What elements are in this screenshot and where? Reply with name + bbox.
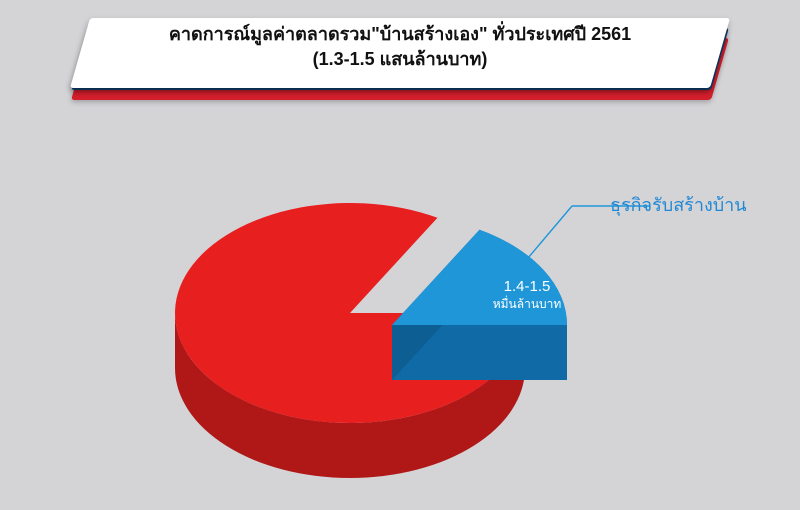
pie-svg bbox=[150, 138, 670, 510]
callout-label: ธุรกิจรับสร้างบ้าน bbox=[610, 190, 747, 219]
pie-chart: ธุรกิจรับสร้างบ้าน 1.4-1.5 หมื่นล้านบาท bbox=[0, 108, 800, 508]
pie-slice-business-unit: หมื่นล้านบาท bbox=[472, 297, 582, 312]
banner-title-line2: (1.3-1.5 แสนล้านบาท) bbox=[90, 47, 710, 72]
banner-title: คาดการณ์มูลค่าตลาดรวม"บ้านสร้างเอง" ทั่ว… bbox=[90, 22, 710, 72]
banner-title-line1: คาดการณ์มูลค่าตลาดรวม"บ้านสร้างเอง" ทั่ว… bbox=[169, 24, 631, 44]
pie-slice-business-value: 1.4-1.5 bbox=[504, 278, 551, 295]
pie-slice-business-label: 1.4-1.5 หมื่นล้านบาท bbox=[472, 278, 582, 312]
title-banner: คาดการณ์มูลค่าตลาดรวม"บ้านสร้างเอง" ทั่ว… bbox=[0, 8, 800, 108]
